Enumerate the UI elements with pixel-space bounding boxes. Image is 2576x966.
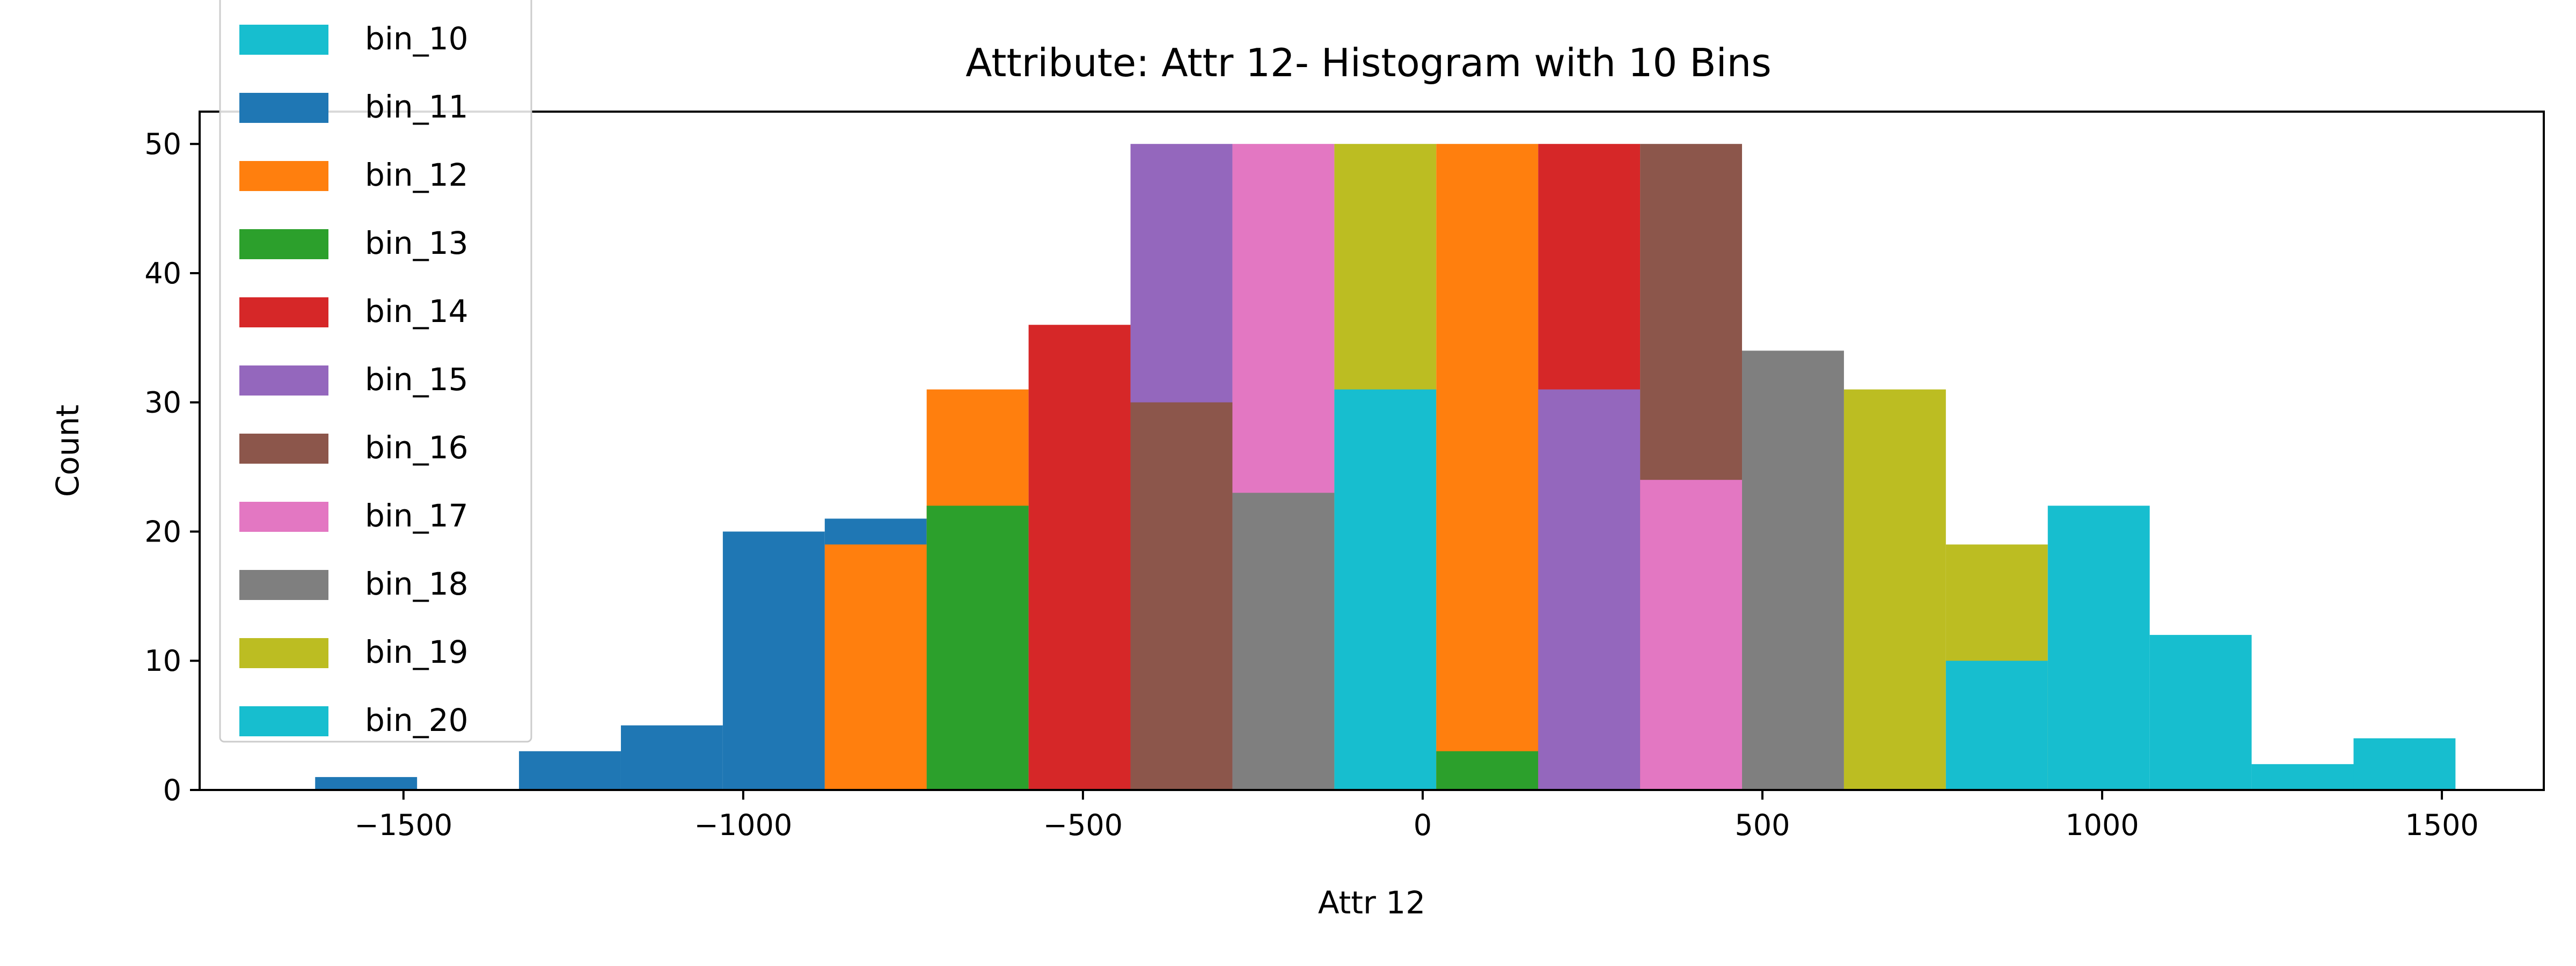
legend-swatch-bin-19	[239, 638, 328, 668]
bar-bin-13-12-0	[1436, 751, 1539, 790]
y-tick-label: 50	[144, 127, 181, 161]
y-tick-label: 0	[163, 773, 181, 807]
x-tick-label: −1500	[354, 808, 452, 842]
legend: bin_10 bin_11 bin_12 bin_13 bin_14 bin_15 bin_…	[219, 0, 532, 743]
bars-layer	[315, 144, 2456, 791]
bar-bin-20-19-3	[2251, 764, 2354, 790]
legend-label-bin-10: bin_10	[365, 20, 469, 57]
legend-label-bin-14: bin_14	[365, 293, 469, 330]
x-axis: −1500 −1000 −500 0 500 1000 1500	[354, 790, 2479, 842]
x-tick-label: 1500	[2405, 808, 2478, 842]
y-axis: 0 10 20 30 40 50	[144, 127, 200, 807]
bar-bin-11-1-3	[722, 531, 825, 790]
bar-bin-18-8-0	[1232, 493, 1335, 790]
y-tick-label: 30	[144, 386, 181, 420]
bar-bin-11-1-1	[519, 751, 621, 790]
chart-title: Attribute: Attr 12- Histogram with 10 Bi…	[965, 40, 1772, 85]
plot-frame	[199, 111, 2545, 791]
bar-bin-20-19-2	[2149, 635, 2252, 790]
legend-swatch-bin-18	[239, 570, 328, 600]
legend-swatch-bin-15	[239, 365, 328, 396]
legend-label-bin-15: bin_15	[365, 361, 469, 398]
x-tick-label: 1000	[2065, 808, 2139, 842]
legend-swatch-bin-10	[239, 25, 328, 55]
y-tick-label: 20	[144, 515, 181, 548]
legend-label-bin-17: bin_17	[365, 497, 469, 534]
legend-label-bin-20: bin_20	[365, 702, 469, 738]
bar-bin-12-2-0	[824, 544, 927, 790]
legend-swatch-bin-20	[239, 706, 328, 736]
x-axis-title: Attr 12	[1318, 884, 1425, 921]
legend-label-bin-13: bin_13	[365, 225, 469, 261]
legend-label-bin-16: bin_16	[365, 429, 469, 466]
bar-bin-13-3-0	[926, 506, 1029, 790]
bar-bin-11-1-0	[315, 777, 418, 790]
bar-bin-20-19-1	[2047, 506, 2150, 790]
legend-label-bin-12: bin_12	[365, 157, 469, 193]
bar-bin-14-4-0	[1028, 325, 1131, 790]
legend-label-bin-18: bin_18	[365, 566, 469, 602]
legend-swatch-bin-13	[239, 229, 328, 259]
x-tick-label: −1000	[694, 808, 793, 842]
legend-swatch-bin-17	[239, 502, 328, 532]
bar-bin-20-19-4	[2353, 738, 2456, 790]
legend-swatch-bin-12	[239, 161, 328, 191]
legend-swatch-bin-16	[239, 434, 328, 464]
legend-swatch-bin-14	[239, 297, 328, 327]
x-tick-label: 0	[1414, 808, 1432, 842]
bar-bin-17-16-0	[1640, 480, 1743, 790]
y-axis-title: Count	[49, 405, 86, 497]
bar-bin-16-6-0	[1130, 402, 1233, 790]
bar-bin-18-17-0	[1742, 350, 1844, 790]
legend-swatch-bin-11	[239, 93, 328, 123]
y-tick-label: 40	[144, 257, 181, 290]
bar-bin-20-10-0	[1334, 389, 1437, 790]
bar-bin-19-18-0	[1843, 389, 1946, 790]
bar-bin-15-14-0	[1538, 389, 1641, 790]
legend-label-bin-11: bin_11	[365, 89, 469, 125]
bar-bin-12-11-0	[1436, 144, 1539, 791]
y-tick-label: 10	[144, 644, 181, 678]
legend-label-bin-19: bin_19	[365, 634, 469, 670]
x-tick-label: −500	[1043, 808, 1123, 842]
bar-bin-20-19-0	[1945, 661, 2048, 790]
x-tick-label: 500	[1735, 808, 1790, 842]
bar-bin-11-1-2	[620, 725, 723, 790]
